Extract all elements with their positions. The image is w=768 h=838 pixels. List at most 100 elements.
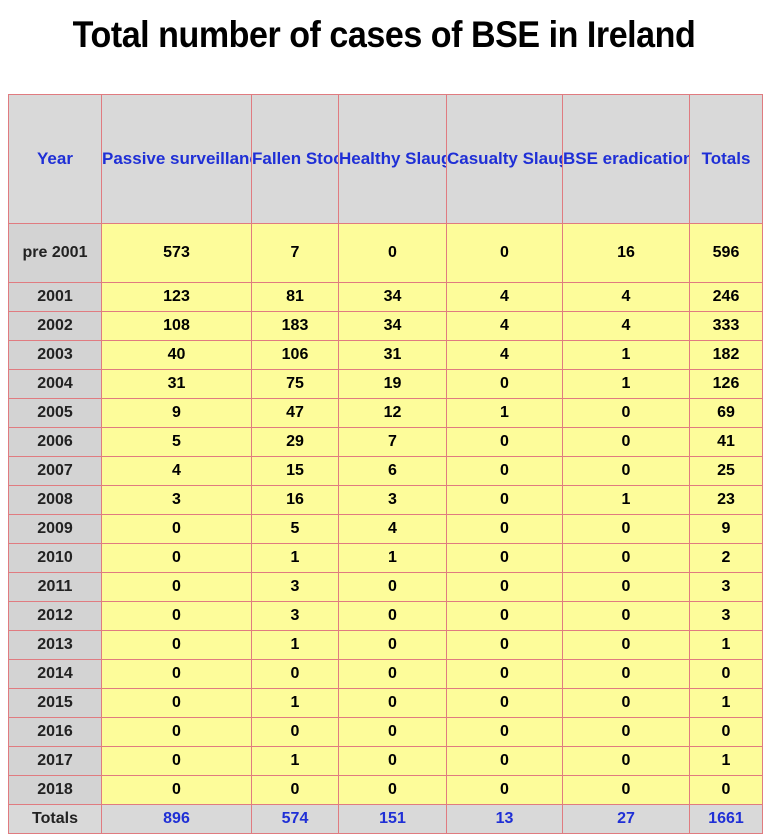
value-cell-totals: 3 (689, 601, 763, 631)
value-cell-passive-surveillance: 0 (101, 572, 252, 602)
value-cell-totals: 23 (689, 485, 763, 515)
table-row: 2004 31 75 19 0 1 126 (8, 369, 763, 399)
value-cell-passive-surveillance: 0 (101, 601, 252, 631)
value-cell-totals: 0 (689, 717, 763, 747)
value-cell-fallen-stock: 7 (251, 223, 339, 283)
value-cell-passive-surveillance: 0 (101, 746, 252, 776)
value-cell-fallen-stock: 0 (251, 659, 339, 689)
year-cell: 2016 (8, 717, 102, 747)
value-cell-healthy-slaughter: 0 (338, 717, 447, 747)
value-cell-casualty-slaughter: 0 (446, 630, 563, 660)
value-cell-casualty-slaughter: 0 (446, 543, 563, 573)
year-cell: 2012 (8, 601, 102, 631)
value-cell-healthy-slaughter: 0 (338, 630, 447, 660)
table-row: 2002 108 183 34 4 4 333 (8, 311, 763, 341)
value-cell-healthy-slaughter: 3 (338, 485, 447, 515)
value-cell-totals: 3 (689, 572, 763, 602)
column-header-bse-eradication: BSE eradication (562, 94, 690, 224)
value-cell-healthy-slaughter: 0 (338, 601, 447, 631)
table-row: 2012 0 3 0 0 0 3 (8, 601, 763, 631)
year-cell: 2014 (8, 659, 102, 689)
value-cell-healthy-slaughter: 0 (338, 572, 447, 602)
value-cell-fallen-stock: 29 (251, 427, 339, 457)
total-cell-totals: 1661 (689, 804, 763, 834)
value-cell-casualty-slaughter: 0 (446, 746, 563, 776)
value-cell-bse-eradication: 0 (562, 572, 690, 602)
value-cell-totals: 246 (689, 282, 763, 312)
value-cell-fallen-stock: 183 (251, 311, 339, 341)
value-cell-passive-surveillance: 573 (101, 223, 252, 283)
value-cell-bse-eradication: 16 (562, 223, 690, 283)
value-cell-casualty-slaughter: 0 (446, 572, 563, 602)
value-cell-bse-eradication: 0 (562, 688, 690, 718)
column-header-healthy-slaughter: Healthy Slaughter (338, 94, 447, 224)
value-cell-totals: 182 (689, 340, 763, 370)
value-cell-casualty-slaughter: 4 (446, 340, 563, 370)
table-row: 2013 0 1 0 0 0 1 (8, 630, 763, 660)
value-cell-casualty-slaughter: 0 (446, 688, 563, 718)
value-cell-passive-surveillance: 9 (101, 398, 252, 428)
value-cell-healthy-slaughter: 31 (338, 340, 447, 370)
column-header-casualty-slaughter: Casualty Slaughter (446, 94, 563, 224)
value-cell-fallen-stock: 1 (251, 688, 339, 718)
value-cell-fallen-stock: 3 (251, 572, 339, 602)
value-cell-casualty-slaughter: 0 (446, 717, 563, 747)
table-row: 2007 4 15 6 0 0 25 (8, 456, 763, 486)
value-cell-casualty-slaughter: 1 (446, 398, 563, 428)
year-cell: 2010 (8, 543, 102, 573)
year-cell: 2004 (8, 369, 102, 399)
value-cell-bse-eradication: 0 (562, 775, 690, 805)
value-cell-casualty-slaughter: 0 (446, 456, 563, 486)
value-cell-fallen-stock: 0 (251, 775, 339, 805)
total-cell-healthy-slaughter: 151 (338, 804, 447, 834)
year-cell: 2018 (8, 775, 102, 805)
total-cell-bse-eradication: 27 (562, 804, 690, 834)
year-cell: 2002 (8, 311, 102, 341)
value-cell-fallen-stock: 1 (251, 630, 339, 660)
value-cell-bse-eradication: 1 (562, 485, 690, 515)
table-row: 2001 123 81 34 4 4 246 (8, 282, 763, 312)
total-cell-passive-surveillance: 896 (101, 804, 252, 834)
table-row: 2010 0 1 1 0 0 2 (8, 543, 763, 573)
value-cell-fallen-stock: 1 (251, 746, 339, 776)
table-row: 2011 0 3 0 0 0 3 (8, 572, 763, 602)
year-cell: 2001 (8, 282, 102, 312)
value-cell-fallen-stock: 0 (251, 717, 339, 747)
value-cell-healthy-slaughter: 7 (338, 427, 447, 457)
value-cell-bse-eradication: 0 (562, 717, 690, 747)
value-cell-passive-surveillance: 31 (101, 369, 252, 399)
column-header-totals: Totals (689, 94, 763, 224)
value-cell-bse-eradication: 0 (562, 398, 690, 428)
value-cell-casualty-slaughter: 4 (446, 282, 563, 312)
value-cell-fallen-stock: 81 (251, 282, 339, 312)
value-cell-fallen-stock: 16 (251, 485, 339, 515)
value-cell-healthy-slaughter: 19 (338, 369, 447, 399)
value-cell-healthy-slaughter: 34 (338, 282, 447, 312)
value-cell-totals: 0 (689, 775, 763, 805)
value-cell-totals: 333 (689, 311, 763, 341)
table-row: 2003 40 106 31 4 1 182 (8, 340, 763, 370)
totals-label: Totals (8, 804, 102, 834)
value-cell-bse-eradication: 0 (562, 514, 690, 544)
value-cell-healthy-slaughter: 0 (338, 688, 447, 718)
year-cell: 2007 (8, 456, 102, 486)
value-cell-healthy-slaughter: 6 (338, 456, 447, 486)
value-cell-fallen-stock: 75 (251, 369, 339, 399)
value-cell-passive-surveillance: 0 (101, 688, 252, 718)
table-row: 2005 9 47 12 1 0 69 (8, 398, 763, 428)
value-cell-passive-surveillance: 3 (101, 485, 252, 515)
value-cell-casualty-slaughter: 0 (446, 601, 563, 631)
table-row: 2015 0 1 0 0 0 1 (8, 688, 763, 718)
chart-title: Total number of cases of BSE in Ireland (72, 14, 696, 55)
value-cell-bse-eradication: 4 (562, 282, 690, 312)
value-cell-casualty-slaughter: 0 (446, 659, 563, 689)
value-cell-healthy-slaughter: 12 (338, 398, 447, 428)
value-cell-totals: 1 (689, 688, 763, 718)
value-cell-totals: 41 (689, 427, 763, 457)
value-cell-passive-surveillance: 0 (101, 659, 252, 689)
table-row: 2017 0 1 0 0 0 1 (8, 746, 763, 776)
value-cell-bse-eradication: 0 (562, 543, 690, 573)
totals-row: Totals 896 574 151 13 27 1661 (8, 804, 763, 834)
value-cell-totals: 1 (689, 630, 763, 660)
